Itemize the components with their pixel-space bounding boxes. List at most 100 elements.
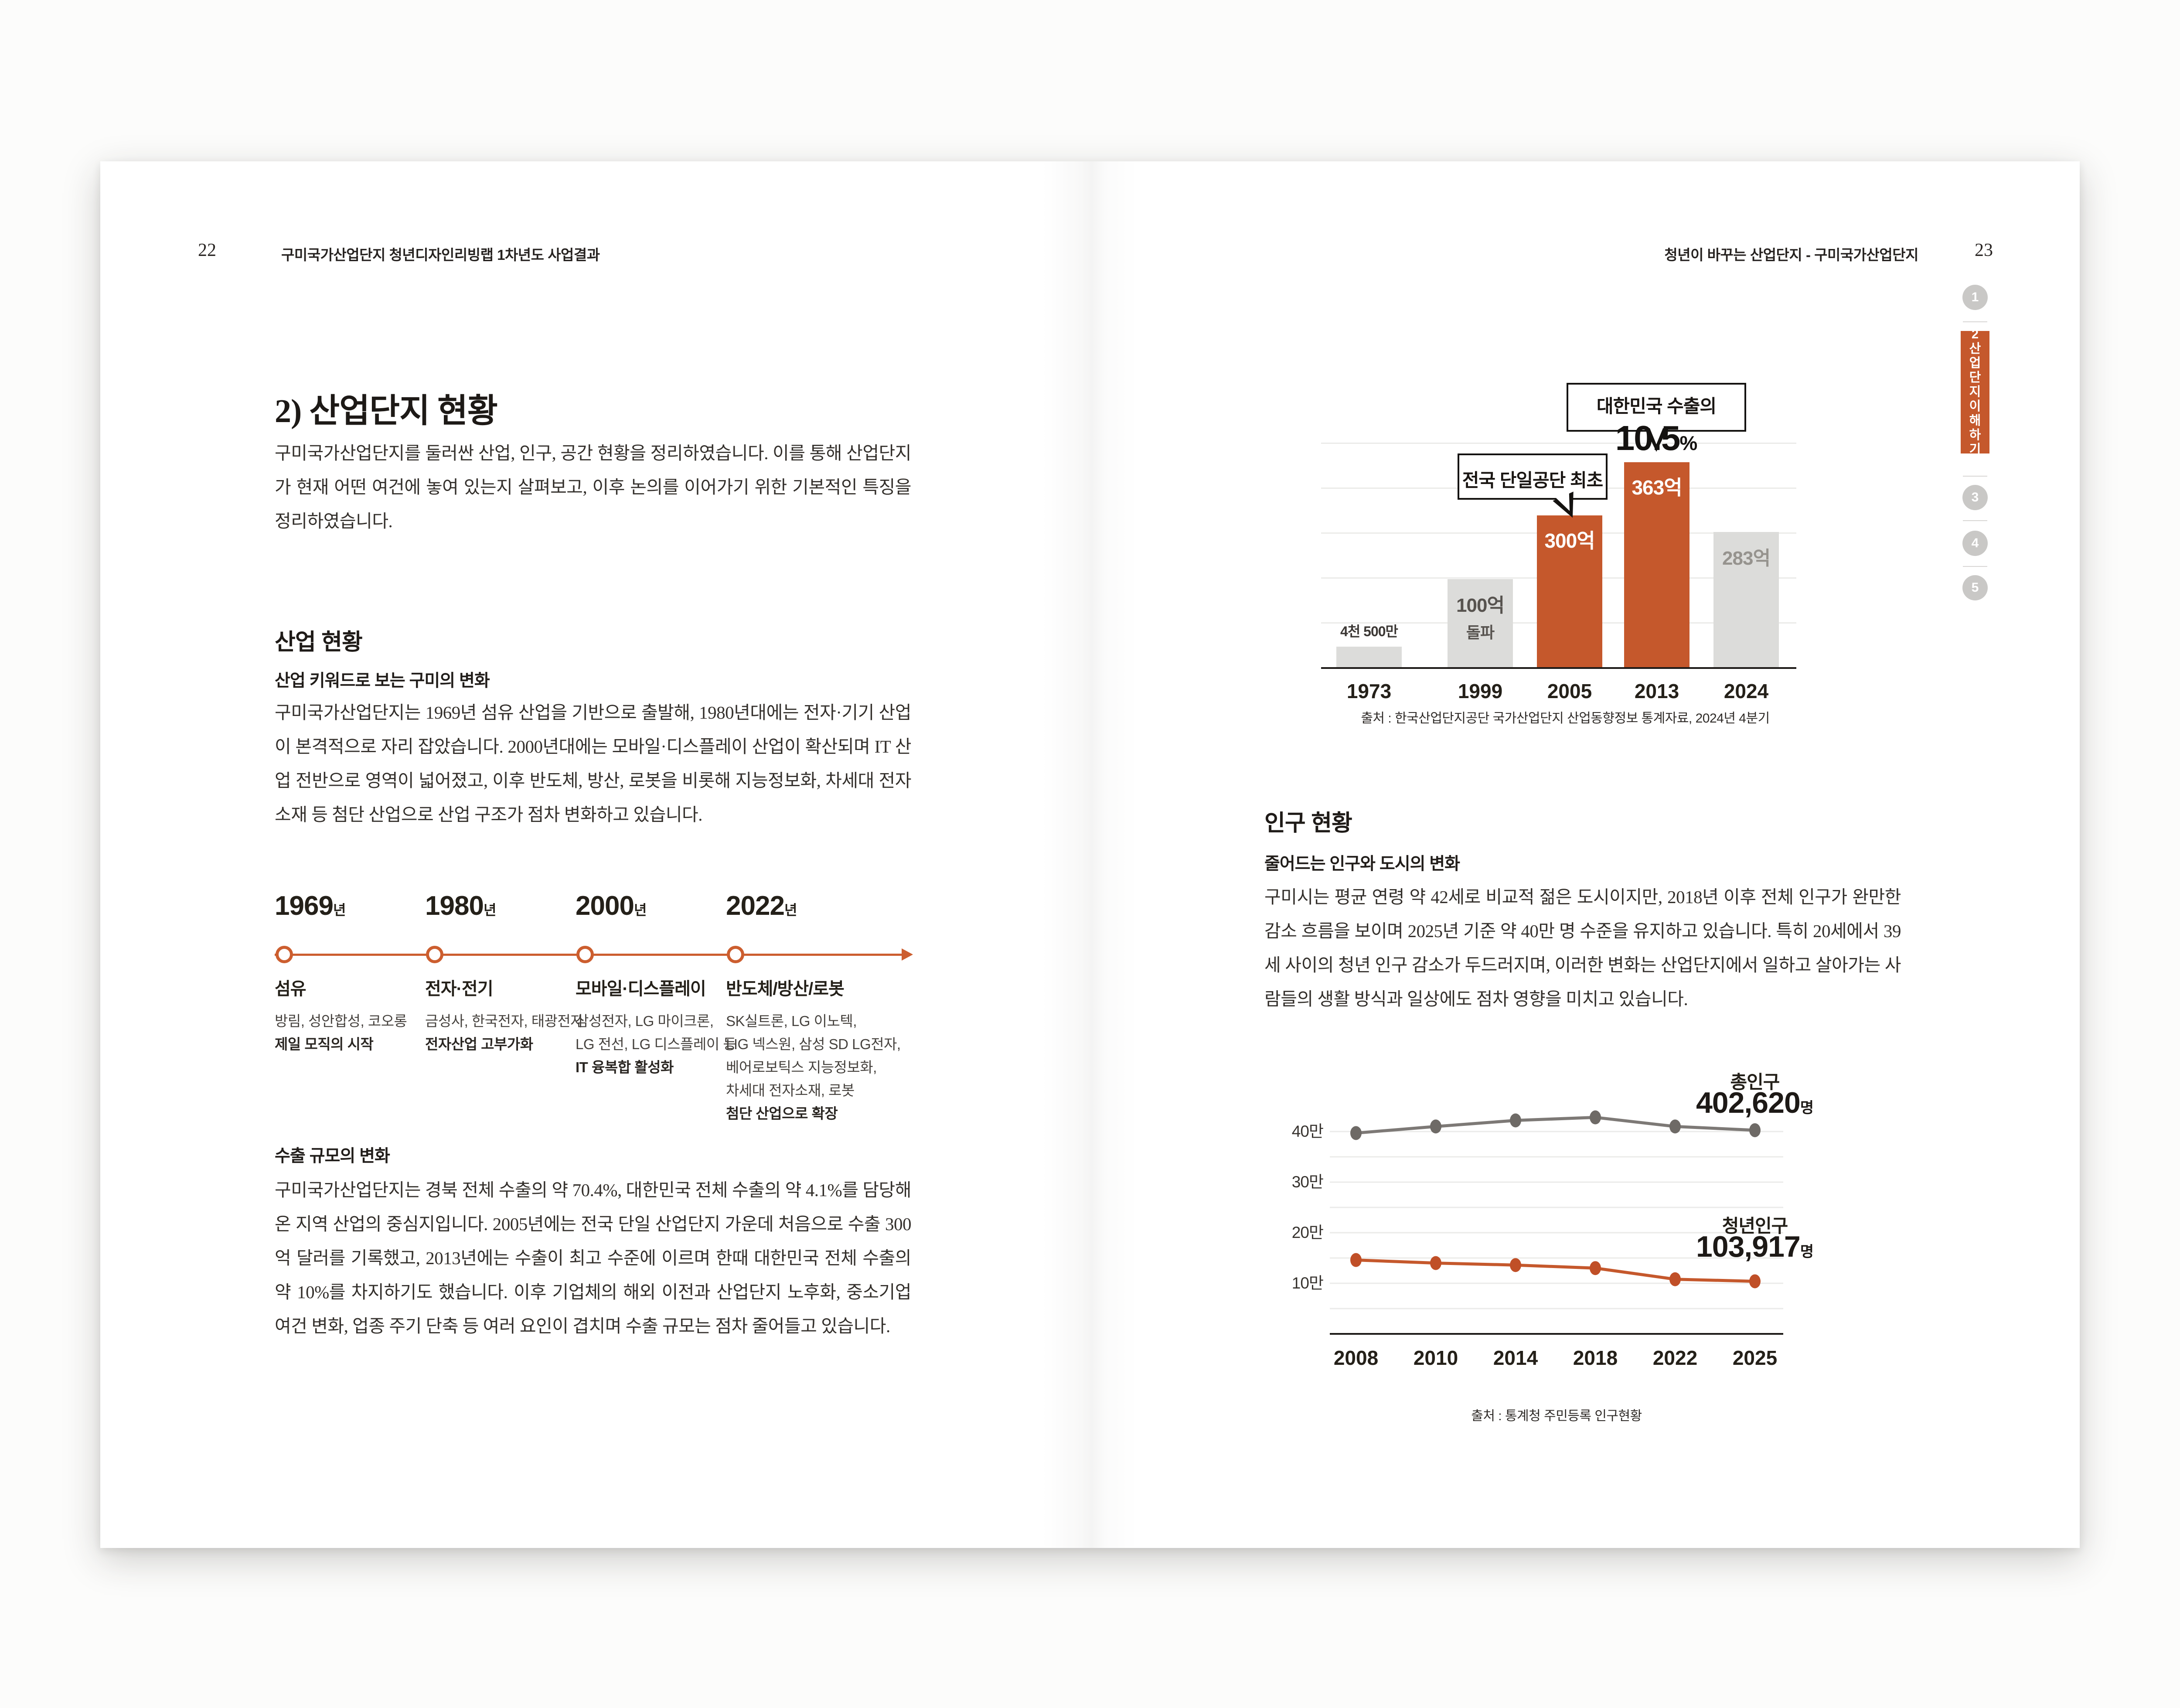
- callout-tail: [1645, 425, 1668, 452]
- timeline-node-dot: [576, 946, 594, 963]
- right-running-header: 청년이 바꾸는 산업단지 - 구미국가산업단지: [1664, 247, 1918, 263]
- population-line-chart: 40만 30만 20만 10만 2008 2010 2014 2018 2022 2025: [100, 161, 2080, 1548]
- youth-population-value: 103,917명: [1696, 1230, 1814, 1263]
- timeline-arrowhead-icon: [902, 948, 913, 961]
- bar-chart-baseline: [1321, 667, 1796, 669]
- side-nav-divider: [1963, 321, 1987, 322]
- total-population-legend-label: 총인구: [1730, 1072, 1780, 1092]
- timeline-desc-line: 금성사, 한국전자, 태광전자: [425, 1013, 584, 1029]
- timeline-keyword: 모바일·디스플레이: [576, 979, 706, 999]
- 총인구-data-point: [1590, 1110, 1601, 1125]
- line-chart-x-label: 2008: [1333, 1347, 1379, 1369]
- timeline-desc-bold-line: IT 융복합 활성화: [576, 1059, 674, 1075]
- bar-1973: [1336, 647, 1402, 667]
- callout-first-single-complex: 전국 단일공단 최초: [1458, 453, 1608, 500]
- line-chart-source: 출처 : 통계청 주민등록 인구현황: [1471, 1409, 1642, 1423]
- side-nav-tab-char: 지: [1969, 385, 1981, 399]
- timeline-year: 2022년: [726, 891, 797, 921]
- line-chart-x-label: 2022: [1652, 1347, 1698, 1369]
- side-nav-tab-char: 하: [1969, 428, 1981, 442]
- bar-chart-gridline: [1321, 443, 1796, 444]
- bar-value-label: 4천 500만: [1340, 624, 1398, 639]
- bar-2005: [1537, 515, 1602, 667]
- 청년인구-data-point: [1510, 1258, 1521, 1272]
- side-nav-tab-char: 단: [1969, 371, 1981, 385]
- bar-value-label: 100억 돌파: [1437, 590, 1524, 643]
- industry-heading: 산업 현황: [275, 630, 363, 655]
- timeline-desc-line: LG 전선, LG 디스플레이 등: [576, 1036, 736, 1052]
- timeline-desc-line: 삼성전자, LG 마이크론,: [576, 1013, 714, 1029]
- timeline-desc-line: LIG 넥스원, 삼성 SD LG전자,: [726, 1036, 901, 1052]
- export-bar-chart: 4천 500만 1973 100억 돌파 1999 300억 2005 363억 2013 283…: [100, 161, 2080, 1548]
- bar-1999: [1448, 579, 1513, 667]
- population-subheading: 줄어드는 인구와 도시의 변화: [1264, 855, 1460, 873]
- left-running-header: 구미국가산업단지 청년디자인리빙랩 1차년도 사업결과: [281, 247, 600, 263]
- bar-chart-x-label: 2024: [1724, 680, 1769, 702]
- line-chart-x-label: 2014: [1493, 1347, 1538, 1369]
- bar-2024: [1713, 532, 1779, 667]
- bar-chart-x-label: 1999: [1458, 680, 1503, 702]
- timeline-desc-bold-line: 제일 모직의 시작: [275, 1036, 374, 1052]
- export-paragraph: 구미국가산업단지는 경북 전체 수출의 약 70.4%, 대한민국 전체 수출의…: [275, 1180, 912, 1336]
- side-nav-divider: [1963, 566, 1987, 567]
- timeline-desc-line: 차세대 전자소재, 로봇: [726, 1082, 855, 1098]
- callout-korea-export-share: 대한민국 수출의 10.5%: [1567, 383, 1746, 457]
- side-nav-item-5: 5: [1962, 575, 1988, 600]
- line-chart-x-label: 2025: [1732, 1347, 1778, 1369]
- timeline-year: 2000년: [576, 891, 647, 921]
- population-line-chart-svg: [1330, 1110, 1783, 1335]
- 청년인구-data-point: [1590, 1261, 1601, 1275]
- 청년인구-data-point: [1749, 1274, 1761, 1289]
- timeline-desc-bold-line: 전자산업 고부가화: [425, 1036, 533, 1052]
- side-nav-item-1: 1: [1962, 285, 1988, 310]
- timeline-year-suffix: 년: [784, 902, 797, 918]
- bar-chart-x-label: 2005: [1547, 680, 1592, 702]
- 총인구-data-point: [1510, 1113, 1521, 1128]
- population-paragraph: 구미시는 평균 연령 약 42세로 비교적 젊은 도시이지만, 2018년 이후…: [1264, 887, 1901, 1009]
- industry-subheading: 산업 키워드로 보는 구미의 변화: [275, 672, 490, 690]
- timeline-node-dot: [426, 946, 443, 963]
- line-chart-x-label: 2010: [1413, 1347, 1458, 1369]
- line-chart-y-label: 10만: [1291, 1274, 1324, 1292]
- side-nav-tab-char: 해: [1969, 414, 1981, 428]
- line-chart-y-label: 20만: [1291, 1224, 1324, 1241]
- timeline-keyword: 반도체/방산/로봇: [726, 979, 845, 999]
- open-book-pages: 22 구미국가산업단지 청년디자인리빙랩 1차년도 사업결과 2) 산업단지 현…: [100, 161, 2080, 1548]
- side-nav-divider: [1963, 520, 1987, 521]
- 청년인구-line: [1356, 1258, 1755, 1283]
- bar-value-label: 283억: [1722, 548, 1771, 569]
- side-nav-tab-char: 이: [1969, 399, 1981, 413]
- left-page: 22 구미국가산업단지 청년디자인리빙랩 1차년도 사업결과 2) 산업단지 현…: [100, 161, 2080, 1548]
- timeline-desc-bold-line: 첨단 산업으로 확장: [726, 1105, 838, 1122]
- 청년인구-data-point: [1350, 1253, 1362, 1267]
- page-title: 2) 산업단지 현황: [275, 393, 498, 430]
- timeline-node-dot: [727, 946, 744, 963]
- intro-paragraph: 구미국가산업단지를 둘러싼 산업, 인구, 공간 현황을 정리하였습니다. 이를…: [275, 443, 912, 531]
- timeline-year-suffix: 년: [634, 902, 647, 918]
- export-heading: 수출 규모의 변화: [275, 1147, 390, 1166]
- left-page-number: 22: [198, 240, 216, 260]
- timeline-year: 1980년: [425, 891, 496, 921]
- timeline-year-suffix: 년: [333, 902, 346, 918]
- side-nav-item-4: 4: [1962, 531, 1988, 556]
- timeline-desc-line: SK실트론, LG 이노텍,: [726, 1013, 857, 1029]
- timeline-node-dot: [276, 946, 293, 963]
- 총인구-data-point: [1350, 1126, 1362, 1140]
- youth-population-legend-label: 청년인구: [1722, 1216, 1788, 1236]
- bar-chart-source: 출처 : 한국산업단지공단 국가산업단지 산업동향정보 통계자료, 2024년 …: [1361, 711, 1770, 726]
- bar-chart-x-label: 1973: [1346, 680, 1392, 702]
- industry-paragraph: 구미국가산업단지는 1969년 섬유 산업을 기반으로 출발해, 1980년대에…: [275, 702, 912, 825]
- 총인구-line: [1356, 1116, 1755, 1135]
- industry-timeline: 1969년 섬유 방림, 성안합성, 코오롱 제일 모직의 시작 1980년 전자·전기 금…: [100, 161, 2080, 1548]
- timeline-desc-line: 베어로보틱스 지능정보화,: [726, 1059, 877, 1075]
- bar-value-label: 363억: [1632, 476, 1682, 499]
- 총인구-data-point: [1430, 1119, 1441, 1134]
- population-heading: 인구 현황: [1264, 811, 1352, 836]
- side-nav-tab-char: 업: [1969, 356, 1981, 370]
- bar-chart-x-label: 2013: [1634, 680, 1679, 702]
- timeline-year-suffix: 년: [483, 902, 496, 918]
- timeline-keyword: 섬유: [275, 979, 307, 999]
